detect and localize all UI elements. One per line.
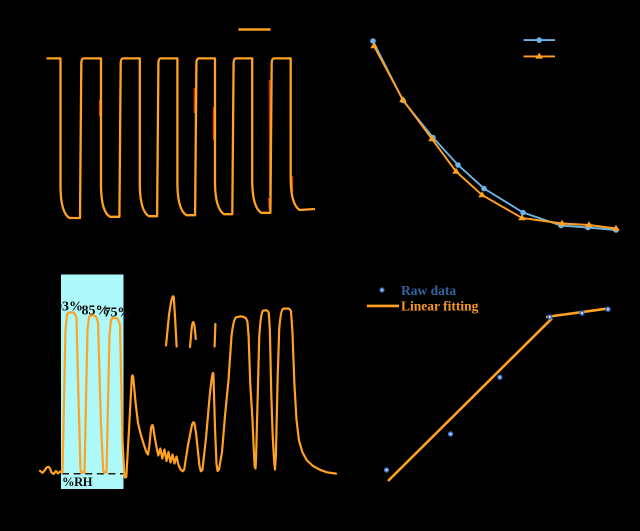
svg-text:75%: 75% <box>104 306 131 321</box>
svg-text:85%: 85% <box>82 303 110 318</box>
svg-text:93%: 93% <box>55 300 83 315</box>
svg-text:Linear fitting: Linear fitting <box>401 299 479 314</box>
svg-text:%RH: %RH <box>62 475 93 489</box>
svg-text:Raw data: Raw data <box>401 283 456 298</box>
